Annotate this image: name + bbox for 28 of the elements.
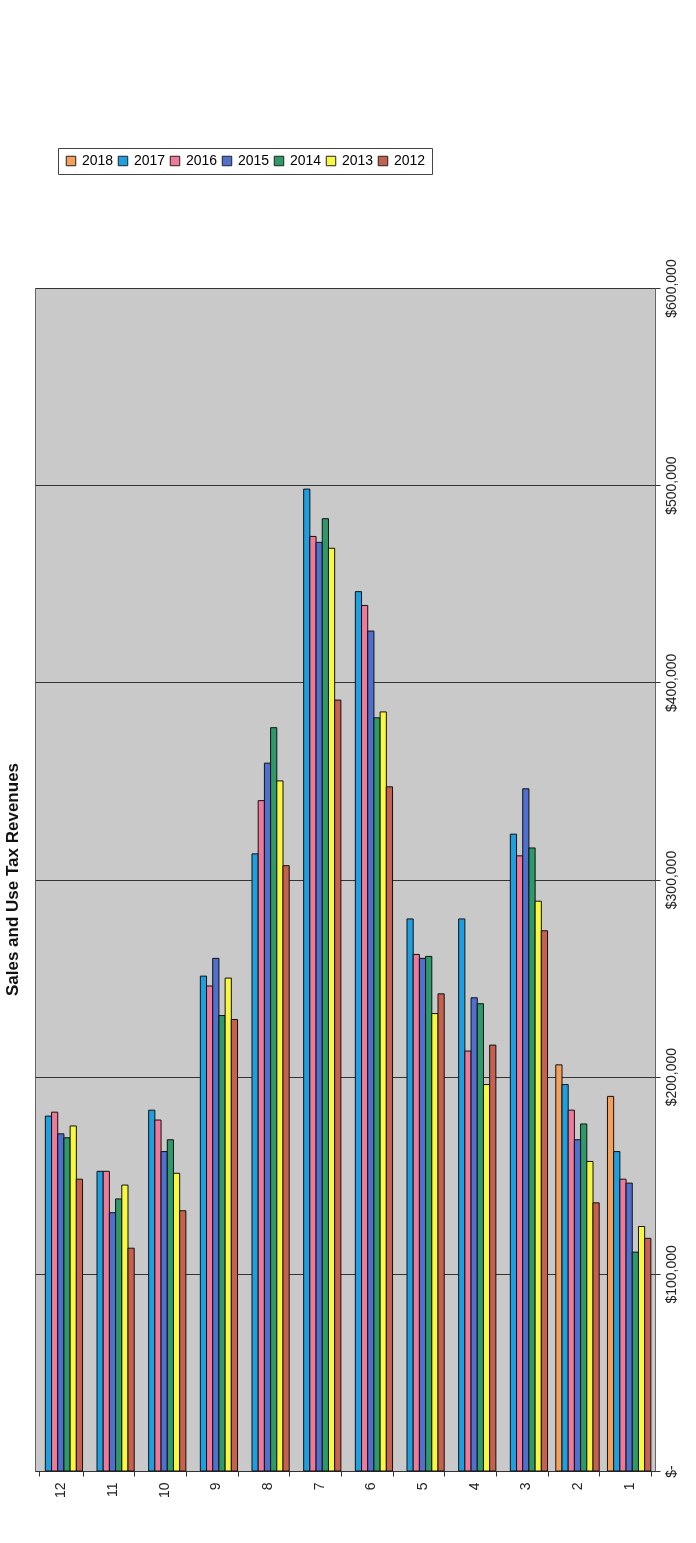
x-tick-label: 7 xyxy=(310,1482,327,1491)
x-tick-label: 1 xyxy=(620,1482,637,1491)
x-tick-label: 9 xyxy=(207,1482,224,1491)
legend-label: 2012 xyxy=(394,152,426,168)
legend-label: 2015 xyxy=(238,152,270,168)
bar xyxy=(458,918,466,1472)
y-tick-label: $300,000 xyxy=(662,850,679,910)
y-tick-label: $500,000 xyxy=(662,456,679,515)
y-tick-label: $- xyxy=(662,1464,679,1478)
y-tick-label: $400,000 xyxy=(662,653,679,713)
legend-label: 2013 xyxy=(342,152,374,168)
x-tick-label: 12 xyxy=(52,1482,69,1499)
x-tick-label: 2 xyxy=(569,1482,585,1491)
legend-label: 2014 xyxy=(290,152,322,168)
text: Sales and Use Tax Revenues xyxy=(3,762,22,997)
legend-label: 2018 xyxy=(82,152,114,168)
x-tick-label: 4 xyxy=(465,1482,482,1491)
x-tick-label: 11 xyxy=(104,1482,120,1498)
x-tick-label: 6 xyxy=(362,1482,379,1491)
x-tick-label: 3 xyxy=(517,1482,534,1491)
legend-label: 2016 xyxy=(186,152,218,168)
x-tick-label: 8 xyxy=(259,1482,275,1491)
x-tick-label: 10 xyxy=(155,1482,172,1499)
y-tick-label: $100,000 xyxy=(662,1244,679,1304)
legend-label: 2017 xyxy=(134,152,166,168)
y-tick-label: $200,000 xyxy=(662,1047,679,1107)
x-tick-label: 5 xyxy=(414,1482,430,1491)
y-tick-label: $600,000 xyxy=(662,259,679,318)
